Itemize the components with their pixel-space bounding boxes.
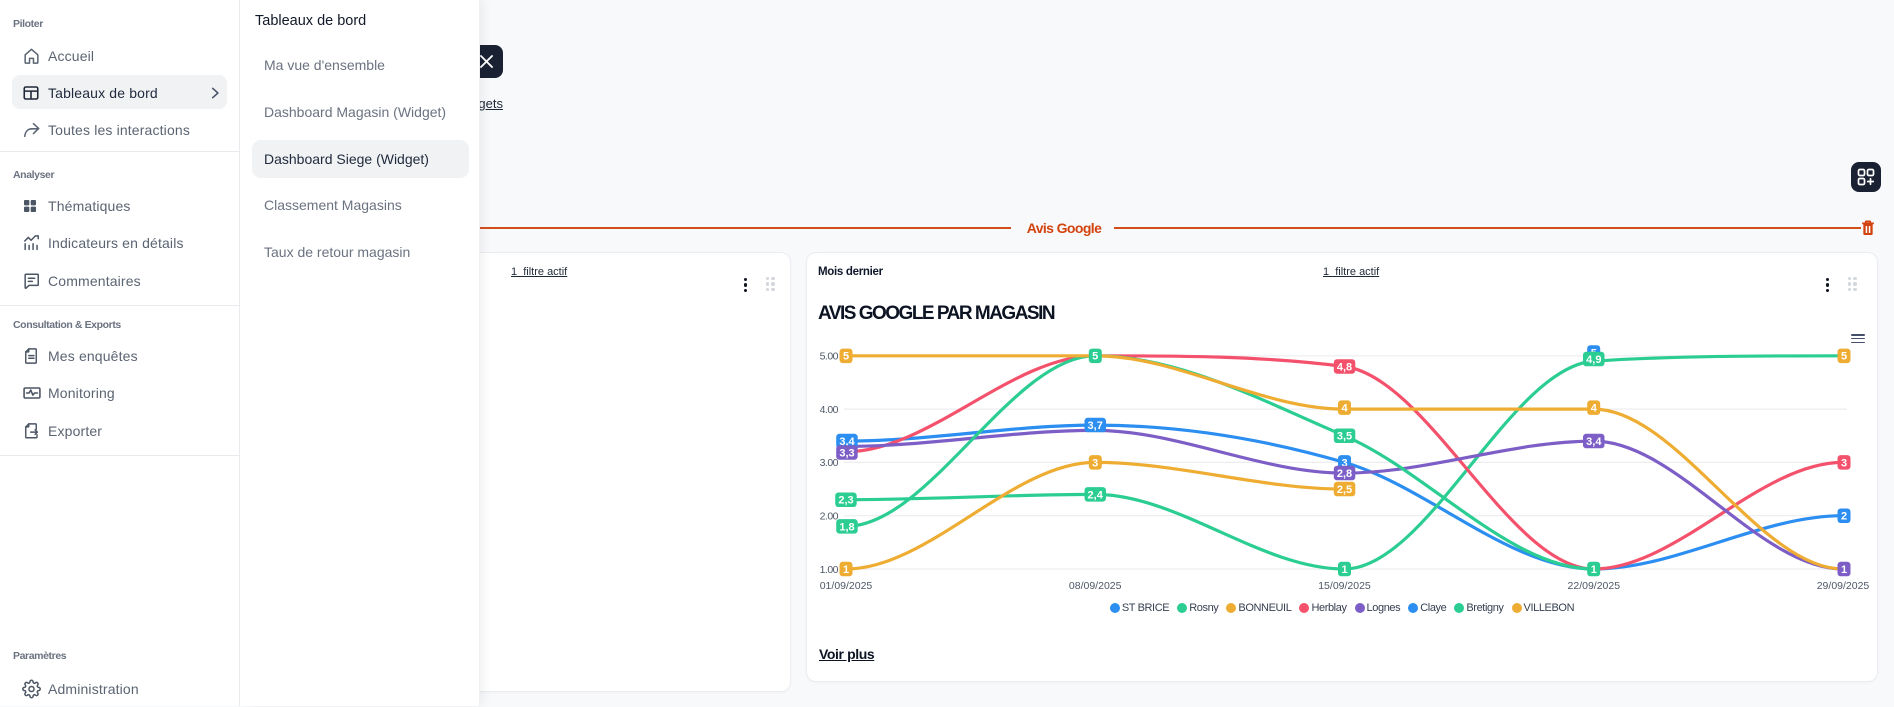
svg-text:1: 1 bbox=[843, 564, 849, 576]
svg-text:5: 5 bbox=[1092, 351, 1098, 363]
svg-text:3,4: 3,4 bbox=[1586, 436, 1602, 448]
svg-text:5: 5 bbox=[1841, 351, 1847, 363]
svg-text:01/09/2025: 01/09/2025 bbox=[820, 580, 873, 592]
svg-text:4.00: 4.00 bbox=[820, 404, 839, 416]
svg-text:4,9: 4,9 bbox=[1586, 354, 1601, 366]
svg-text:2,8: 2,8 bbox=[1337, 468, 1352, 480]
svg-text:3,3: 3,3 bbox=[839, 447, 854, 459]
svg-text:2: 2 bbox=[1841, 511, 1847, 523]
svg-text:3,4: 3,4 bbox=[839, 436, 855, 448]
svg-text:3: 3 bbox=[1092, 457, 1098, 469]
svg-text:08/09/2025: 08/09/2025 bbox=[1069, 580, 1122, 592]
svg-text:4: 4 bbox=[1341, 403, 1348, 415]
svg-text:22/09/2025: 22/09/2025 bbox=[1568, 580, 1621, 592]
svg-text:2,4: 2,4 bbox=[1088, 489, 1104, 501]
svg-text:2,5: 2,5 bbox=[1337, 484, 1352, 496]
svg-text:4,8: 4,8 bbox=[1337, 361, 1352, 373]
svg-text:1,8: 1,8 bbox=[839, 521, 854, 533]
svg-text:1: 1 bbox=[1591, 564, 1597, 576]
svg-text:2,3: 2,3 bbox=[838, 495, 853, 507]
svg-text:3.00: 3.00 bbox=[820, 457, 839, 469]
svg-text:2.00: 2.00 bbox=[820, 511, 839, 523]
svg-text:1: 1 bbox=[1841, 564, 1847, 576]
svg-text:4: 4 bbox=[1591, 403, 1598, 415]
svg-text:15/09/2025: 15/09/2025 bbox=[1318, 580, 1371, 592]
svg-text:1.00: 1.00 bbox=[820, 564, 839, 576]
svg-text:1: 1 bbox=[1341, 564, 1347, 576]
svg-text:5.00: 5.00 bbox=[820, 351, 839, 363]
svg-text:3: 3 bbox=[1841, 457, 1847, 469]
svg-text:3,5: 3,5 bbox=[1337, 431, 1352, 443]
svg-text:3,7: 3,7 bbox=[1088, 420, 1103, 432]
svg-text:3: 3 bbox=[1341, 457, 1347, 469]
svg-text:29/09/2025: 29/09/2025 bbox=[1817, 580, 1870, 592]
svg-text:5: 5 bbox=[843, 351, 849, 363]
